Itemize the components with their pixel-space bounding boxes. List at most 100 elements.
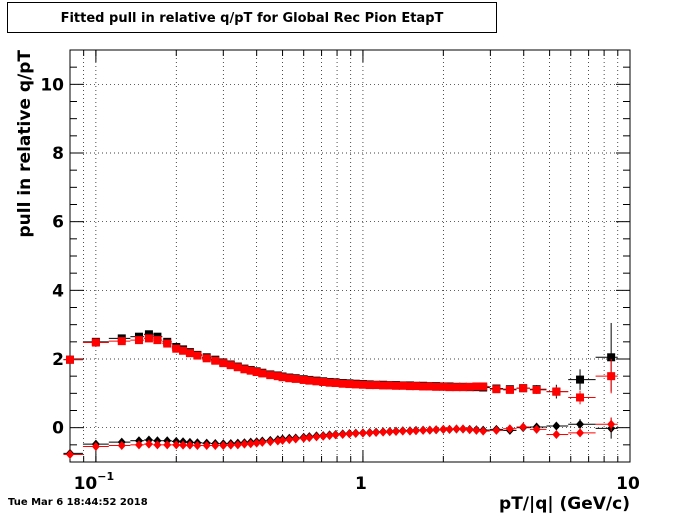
data-point — [240, 439, 249, 449]
data-point — [134, 440, 143, 450]
data-point — [258, 369, 267, 378]
data-point — [576, 428, 585, 438]
data-point — [405, 382, 414, 391]
data-point — [505, 424, 514, 434]
data-point — [172, 344, 181, 353]
data-point — [472, 382, 481, 391]
data-point — [411, 426, 420, 436]
data-point — [411, 382, 420, 391]
data-point — [278, 435, 287, 445]
data-point — [492, 385, 501, 394]
data-point — [312, 377, 321, 386]
data-point — [379, 427, 388, 437]
data-point — [439, 382, 448, 391]
data-point — [219, 359, 228, 368]
data-point — [172, 440, 181, 450]
data-point — [607, 419, 616, 429]
data-point — [372, 381, 381, 390]
data-point — [66, 449, 74, 459]
data-point — [331, 379, 340, 388]
data-point — [351, 429, 360, 439]
data-point — [351, 380, 360, 389]
data-point — [291, 434, 300, 444]
y-tick-label: 0 — [52, 419, 64, 439]
data-point — [266, 437, 275, 447]
data-point — [459, 383, 468, 392]
data-point — [252, 368, 261, 377]
data-point — [144, 334, 153, 343]
data-point — [319, 431, 328, 441]
data-point — [185, 349, 194, 358]
data-point — [185, 440, 194, 450]
data-point — [452, 424, 461, 434]
x-tick-label: 10 — [616, 474, 640, 494]
data-point — [273, 436, 282, 446]
data-point — [240, 365, 249, 374]
data-point — [163, 339, 172, 348]
data-point — [385, 427, 394, 437]
plot-frame — [69, 49, 631, 463]
data-point — [299, 433, 308, 443]
y-tick-label: 8 — [52, 144, 64, 164]
data-point — [552, 387, 561, 396]
data-point — [134, 336, 143, 345]
data-point — [425, 425, 434, 435]
data-point — [233, 440, 242, 450]
data-point — [532, 385, 541, 394]
timestamp: Tue Mar 6 18:44:52 2018 — [8, 497, 148, 508]
data-point — [607, 353, 616, 362]
data-point — [266, 371, 275, 380]
data-point — [246, 366, 255, 375]
data-point — [576, 393, 585, 402]
data-point — [66, 355, 74, 364]
data-point — [432, 425, 441, 435]
data-point — [338, 430, 347, 440]
data-point — [299, 375, 308, 384]
data-point — [398, 381, 407, 390]
data-point — [291, 374, 300, 383]
data-point — [278, 373, 287, 382]
data-point — [153, 440, 162, 450]
data-point — [179, 440, 188, 450]
data-point — [492, 425, 501, 435]
data-point — [379, 381, 388, 390]
data-point — [607, 372, 616, 381]
data-point — [419, 382, 428, 391]
data-point — [419, 425, 428, 435]
data-point — [552, 421, 561, 431]
x-tick-label: 1 — [355, 474, 367, 494]
data-point — [117, 441, 126, 451]
chart-title-box: Fitted pull in relative q/pT for Global … — [7, 2, 497, 33]
data-point — [465, 425, 474, 435]
data-point — [519, 384, 528, 393]
data-point — [325, 431, 334, 441]
data-point — [392, 426, 401, 436]
data-point — [233, 363, 242, 372]
data-point — [452, 383, 461, 392]
data-point — [372, 427, 381, 437]
data-point — [179, 346, 188, 355]
chart-title: Fitted pull in relative q/pT for Global … — [60, 11, 444, 26]
data-point — [144, 439, 153, 449]
data-point — [405, 426, 414, 436]
data-point — [117, 337, 126, 346]
data-point — [252, 438, 261, 448]
data-point — [285, 435, 294, 445]
data-point — [219, 441, 228, 451]
data-point — [445, 424, 454, 434]
data-point — [365, 428, 374, 438]
data-point — [202, 354, 211, 363]
y-tick-label: 4 — [52, 281, 64, 301]
y-tick-label: 10 — [40, 75, 64, 95]
data-point — [576, 419, 585, 429]
data-point — [358, 380, 367, 389]
data-point — [505, 385, 514, 394]
y-tick-label: 6 — [52, 213, 64, 233]
y-tick-label: 2 — [52, 350, 64, 370]
data-point — [312, 432, 321, 442]
data-point — [576, 375, 585, 384]
data-point — [226, 440, 235, 450]
x-tick-label: 10−1 — [74, 470, 115, 494]
data-point — [532, 424, 541, 434]
